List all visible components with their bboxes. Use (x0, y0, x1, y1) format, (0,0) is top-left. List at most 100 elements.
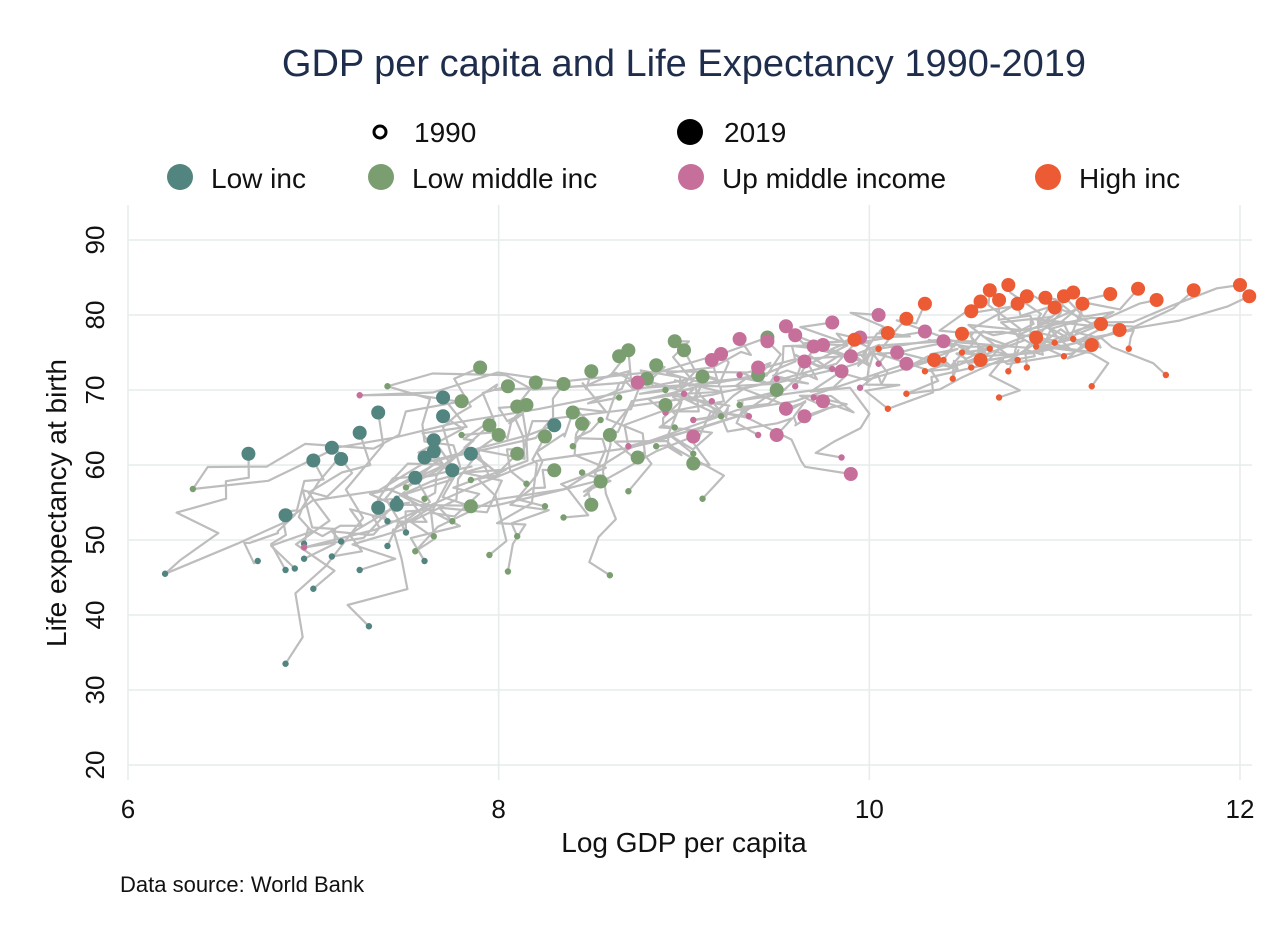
y-tick-label: 50 (80, 526, 110, 555)
data-points (161, 278, 1257, 667)
point-1990 (903, 390, 910, 397)
point-2019 (371, 500, 386, 515)
point-1990 (680, 390, 688, 397)
point-1990 (1070, 335, 1077, 343)
point-1990 (921, 368, 929, 375)
point-2019 (769, 383, 784, 397)
point-1990 (736, 371, 743, 379)
point-1990 (282, 660, 289, 667)
y-axis: 20 30 40 50 60 70 80 90 (80, 226, 110, 780)
point-2019 (677, 343, 691, 358)
point-1990 (560, 514, 567, 521)
point-2019 (519, 398, 534, 412)
point-2019 (445, 463, 460, 478)
y-tick-label: 40 (80, 601, 110, 630)
size-legend-label: 1990 (414, 117, 476, 148)
trajectory-line (997, 299, 1035, 372)
point-2019 (1010, 296, 1025, 311)
trajectory-line (693, 343, 824, 422)
point-2019 (547, 418, 562, 433)
point-1990 (875, 360, 882, 367)
point-2019 (1186, 283, 1201, 298)
trajectory-line (284, 412, 385, 665)
point-1990 (838, 454, 845, 461)
y-tick-label: 60 (80, 451, 110, 480)
point-2019 (667, 334, 682, 349)
point-2019 (1066, 285, 1081, 300)
trajectory-line (301, 458, 354, 560)
point-1990 (754, 431, 762, 439)
point-2019 (584, 364, 599, 379)
point-2019 (917, 324, 932, 339)
point-1990 (402, 529, 410, 536)
trajectory-line (423, 385, 509, 500)
point-2019 (714, 347, 729, 361)
point-1990 (189, 485, 197, 493)
point-1990 (578, 469, 586, 476)
trajectory-line (1006, 303, 1084, 363)
point-2019 (538, 429, 552, 444)
point-2019 (778, 401, 793, 416)
point-1990 (161, 570, 169, 577)
point-1990 (875, 345, 882, 352)
trajectory-line (495, 435, 546, 572)
legend-swatch (1035, 164, 1061, 190)
x-axis-label: Log GDP per capita (561, 827, 807, 858)
trajectory-line (971, 283, 1241, 369)
grid (127, 205, 1252, 780)
point-2019 (890, 345, 905, 360)
trajectory-line (647, 338, 752, 414)
point-1990 (300, 544, 308, 551)
point-1990 (1023, 364, 1031, 371)
point-2019 (1242, 289, 1257, 304)
point-1990 (662, 386, 669, 394)
point-2019 (584, 497, 599, 512)
point-2019 (899, 356, 914, 371)
point-1990 (986, 345, 993, 352)
point-2019 (964, 304, 979, 319)
point-1990 (690, 416, 697, 424)
trajectory-line (980, 295, 1250, 358)
legend-label: Up middle income (722, 163, 946, 194)
point-2019 (491, 428, 506, 442)
point-1990 (310, 585, 317, 592)
point-2019 (389, 497, 404, 512)
point-2019 (473, 360, 488, 375)
point-1990 (328, 553, 336, 560)
point-2019 (334, 452, 349, 466)
trajectory-line (809, 370, 871, 459)
point-2019 (880, 326, 895, 340)
point-2019 (426, 433, 441, 448)
point-2019 (500, 379, 515, 394)
point-1990 (421, 495, 428, 502)
point-1990 (384, 542, 391, 550)
point-2019 (1047, 300, 1062, 315)
trajectory-line (710, 400, 794, 436)
point-2019 (324, 440, 339, 455)
size-legend-label: 2019 (724, 117, 786, 148)
trajectory-line (164, 453, 250, 575)
point-1990 (337, 538, 345, 545)
point-2019 (649, 358, 664, 373)
point-2019 (352, 425, 367, 440)
trajectory-line (588, 434, 617, 577)
point-1990 (356, 392, 363, 399)
point-2019 (630, 450, 645, 465)
legend-swatch (678, 164, 704, 190)
point-1990 (968, 364, 975, 371)
legend-item: Up middle income (678, 163, 946, 194)
x-axis: 6 8 10 12 (121, 794, 1255, 824)
point-1990 (421, 557, 428, 565)
point-1990 (282, 566, 289, 574)
point-2019 (788, 328, 803, 343)
point-2019 (1149, 293, 1164, 307)
point-1990 (792, 383, 799, 390)
point-1990 (1014, 356, 1021, 364)
point-2019 (1019, 289, 1034, 304)
point-1990 (458, 431, 465, 439)
point-2019 (510, 446, 525, 461)
point-1990 (412, 548, 419, 555)
point-1990 (940, 356, 947, 364)
point-2019 (1001, 278, 1016, 292)
